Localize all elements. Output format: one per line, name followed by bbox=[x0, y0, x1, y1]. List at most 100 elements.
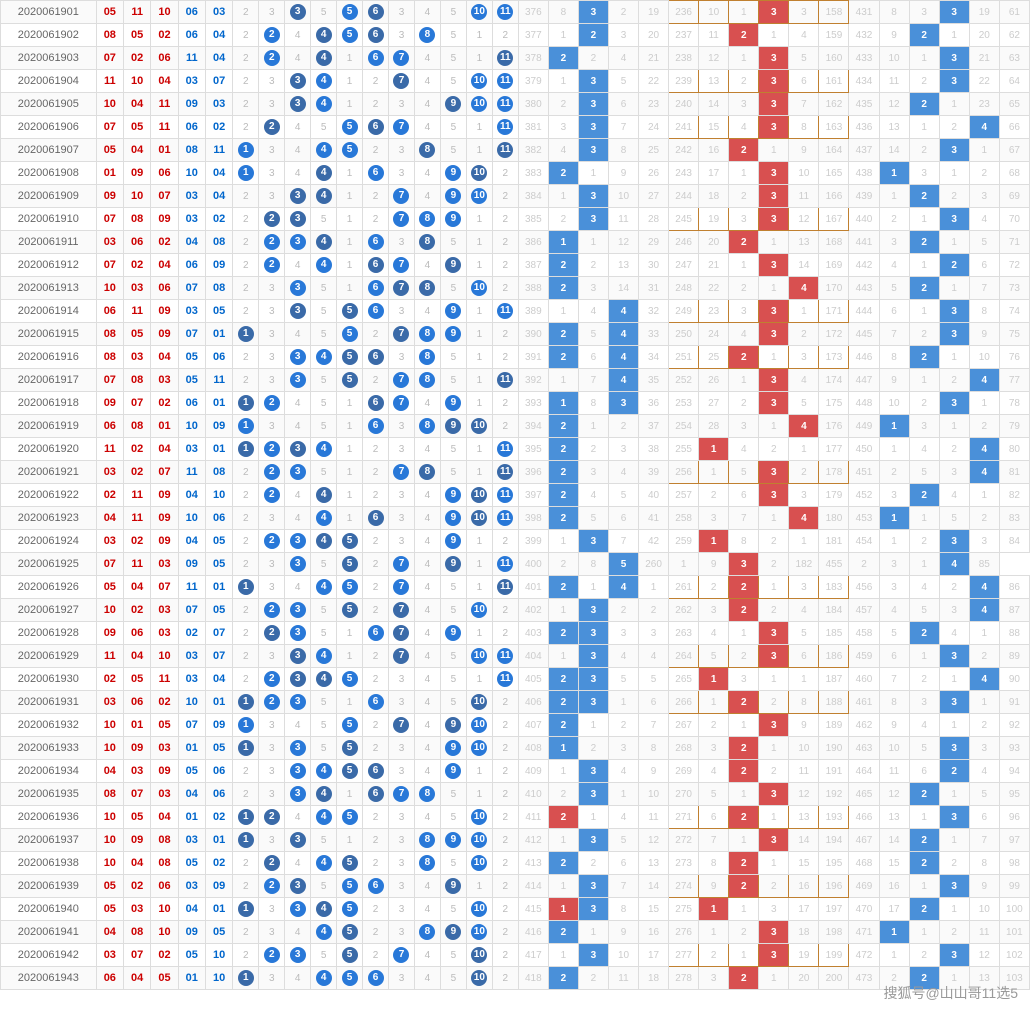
grid-cell: 4 bbox=[414, 93, 440, 116]
ball: 8 bbox=[419, 464, 435, 480]
table-row: 2020061907050401081113445238511138243825… bbox=[1, 139, 1030, 162]
grid-cell: 4 bbox=[311, 806, 337, 829]
stat-cell: 7 bbox=[879, 323, 909, 346]
ball: 2 bbox=[264, 487, 280, 503]
ball: 9 bbox=[445, 717, 461, 733]
stat-index: 238 bbox=[669, 47, 699, 70]
stat-index: 277 bbox=[669, 944, 699, 967]
draw-number: 04 bbox=[123, 576, 150, 599]
ball: 1 bbox=[238, 165, 254, 181]
grid-cell: 2 bbox=[233, 668, 259, 691]
grid-cell: 11 bbox=[492, 461, 518, 484]
stat-cell: 8 bbox=[639, 737, 669, 760]
stat-index: 243 bbox=[669, 162, 699, 185]
stat-index: 443 bbox=[849, 277, 879, 300]
stat-cell: 3 bbox=[939, 392, 969, 415]
stat-cell: 180 bbox=[819, 507, 849, 530]
draw-number: 11 bbox=[123, 507, 150, 530]
grid-cell: 5 bbox=[311, 875, 337, 898]
draw-number: 03 bbox=[151, 622, 178, 645]
draw-number: 10 bbox=[151, 921, 178, 944]
stat-cell: 32 bbox=[639, 300, 669, 323]
table-row: 2020061918090702060112451674912393183362… bbox=[1, 392, 1030, 415]
stat-cell: 11 bbox=[879, 70, 909, 93]
grid-cell: 2 bbox=[233, 461, 259, 484]
table-row: 2020061916080304050623345638512391264342… bbox=[1, 346, 1030, 369]
grid-cell: 1 bbox=[233, 714, 259, 737]
stat-cell: 3 bbox=[759, 300, 789, 323]
stat-cell: 1 bbox=[578, 806, 608, 829]
draw-number: 11 bbox=[96, 70, 123, 93]
stat-index: 400 bbox=[518, 553, 548, 576]
stat-cell: 7 bbox=[729, 507, 759, 530]
stat-index: 464 bbox=[849, 760, 879, 783]
stat-cell: 9 bbox=[789, 714, 819, 737]
period-cell: 2020061943 bbox=[1, 967, 97, 990]
grid-cell: 4 bbox=[311, 254, 337, 277]
stat-cell: 2 bbox=[548, 254, 578, 277]
stat-cell: 4 bbox=[608, 806, 638, 829]
stat-cell: 1 bbox=[909, 254, 939, 277]
ball: 2 bbox=[264, 625, 280, 641]
stat-cell: 2 bbox=[548, 576, 578, 599]
stat-index: 405 bbox=[518, 668, 548, 691]
draw-number: 08 bbox=[123, 921, 150, 944]
draw-number: 06 bbox=[123, 231, 150, 254]
draw-number: 10 bbox=[205, 944, 232, 967]
draw-number: 07 bbox=[96, 47, 123, 70]
stat-cell: 3 bbox=[879, 553, 909, 576]
grid-cell: 11 bbox=[492, 507, 518, 530]
ball: 9 bbox=[445, 96, 461, 112]
draw-number: 01 bbox=[96, 162, 123, 185]
grid-cell: 10 bbox=[466, 829, 492, 852]
ball: 4 bbox=[316, 349, 332, 365]
stat-cell: 3 bbox=[699, 967, 729, 990]
stat-cell: 1 bbox=[729, 714, 759, 737]
ball: 10 bbox=[471, 165, 487, 181]
grid-cell: 2 bbox=[363, 852, 389, 875]
stat-cell: 5 bbox=[879, 277, 909, 300]
stat-cell: 81 bbox=[999, 461, 1029, 484]
grid-cell: 6 bbox=[363, 47, 389, 70]
grid-cell: 9 bbox=[440, 622, 466, 645]
ball: 11 bbox=[497, 441, 513, 457]
stat-cell: 1 bbox=[969, 691, 999, 714]
stat-cell: 19 bbox=[969, 1, 999, 24]
ball: 11 bbox=[497, 119, 513, 135]
grid-cell: 7 bbox=[389, 645, 415, 668]
grid-cell: 3 bbox=[285, 668, 311, 691]
stat-cell: 197 bbox=[819, 898, 849, 921]
draw-number: 05 bbox=[96, 139, 123, 162]
stat-cell: 3 bbox=[759, 898, 789, 921]
grid-cell: 2 bbox=[363, 93, 389, 116]
stat-cell: 1 bbox=[759, 346, 789, 369]
stat-cell: 4 bbox=[608, 300, 638, 323]
stat-index: 431 bbox=[849, 1, 879, 24]
stat-cell: 2 bbox=[729, 576, 759, 599]
stat-cell: 1 bbox=[909, 806, 939, 829]
grid-cell: 9 bbox=[440, 530, 466, 553]
stat-cell: 2 bbox=[939, 438, 969, 461]
grid-cell: 3 bbox=[259, 829, 285, 852]
stat-cell: 1 bbox=[548, 300, 578, 323]
grid-cell: 3 bbox=[285, 645, 311, 668]
ball: 3 bbox=[290, 303, 306, 319]
ball: 11 bbox=[497, 648, 513, 664]
ball: 9 bbox=[445, 740, 461, 756]
stat-cell: 8 bbox=[548, 1, 578, 24]
grid-cell: 11 bbox=[492, 300, 518, 323]
grid-cell: 11 bbox=[492, 139, 518, 162]
stat-cell: 1 bbox=[939, 415, 969, 438]
stat-cell: 1 bbox=[729, 944, 759, 967]
stat-cell: 190 bbox=[819, 737, 849, 760]
draw-number: 07 bbox=[96, 254, 123, 277]
stat-cell: 2 bbox=[729, 139, 759, 162]
stat-cell: 2 bbox=[548, 806, 578, 829]
table-row: 2020061938100408050222445238510241322613… bbox=[1, 852, 1030, 875]
grid-cell: 3 bbox=[259, 70, 285, 93]
stat-cell: 6 bbox=[608, 852, 638, 875]
ball: 5 bbox=[342, 349, 358, 365]
grid-cell: 1 bbox=[466, 553, 492, 576]
grid-cell: 6 bbox=[363, 507, 389, 530]
table-row: 2020061910070809030222351278912385231128… bbox=[1, 208, 1030, 231]
